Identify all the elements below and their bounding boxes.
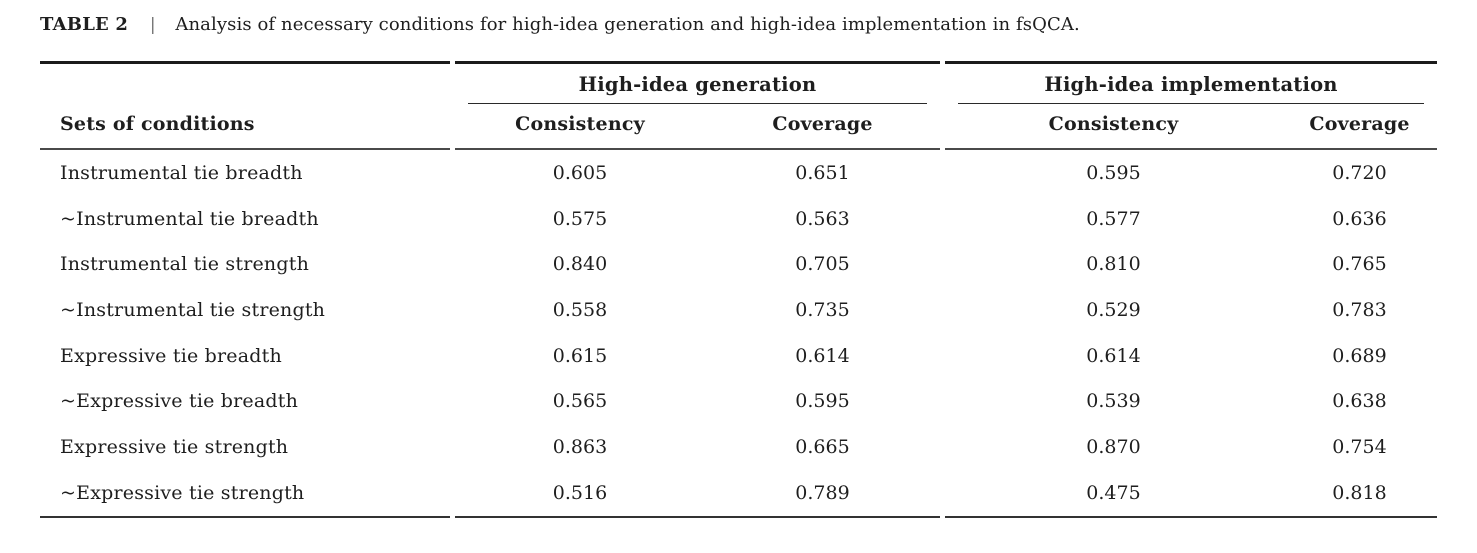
impl-consistency-value: 0.595	[1086, 161, 1141, 184]
gen-coverage-value: 0.651	[795, 161, 850, 184]
condition-cell: Expressive tie breadth	[60, 344, 282, 367]
gen-consistency-value: 0.615	[552, 344, 608, 367]
table-row: ~Expressive tie breadth 0.565 0.595 0.53…	[40, 378, 1437, 424]
gen-consistency-value: 0.565	[552, 390, 608, 413]
group-header-label: High-idea implementation	[958, 64, 1425, 104]
impl-consistency-value: 0.810	[1086, 253, 1141, 276]
impl-coverage-value: 0.765	[1332, 253, 1387, 276]
condition-cell: Instrumental tie strength	[60, 253, 310, 276]
impl-consistency-value: 0.475	[945, 469, 1282, 518]
column-header-impl-consistency: Consistency	[945, 104, 1282, 150]
gen-coverage-value: 0.665	[795, 435, 850, 458]
stub-header-sets-of-conditions: Sets of conditions	[40, 61, 450, 150]
gen-coverage-value: 0.735	[795, 298, 850, 321]
impl-consistency-value: 0.577	[1086, 207, 1141, 230]
group-header-high-idea-implementation: High-idea implementation	[945, 61, 1438, 104]
gen-coverage-value: 0.789	[705, 469, 940, 518]
impl-coverage-value: 0.638	[1332, 390, 1387, 413]
impl-coverage-value: 0.720	[1332, 161, 1387, 184]
gen-consistency-value: 0.558	[552, 298, 608, 321]
gen-consistency-value: 0.575	[552, 207, 608, 230]
table-row: ~Instrumental tie strength 0.558 0.735 0…	[40, 287, 1437, 333]
necessary-conditions-table: Sets of conditions High-idea generation …	[40, 61, 1438, 518]
gen-consistency-value: 0.840	[552, 253, 608, 276]
impl-coverage-value: 0.636	[1332, 207, 1387, 230]
column-header-gen-consistency: Consistency	[455, 104, 705, 150]
condition-cell: ~Instrumental tie strength	[60, 298, 326, 321]
impl-coverage-value: 0.689	[1332, 344, 1387, 367]
gen-coverage-value: 0.595	[795, 390, 850, 413]
caption-text: Analysis of necessary conditions for hig…	[175, 14, 1080, 35]
impl-consistency-value: 0.870	[1086, 435, 1141, 458]
group-header-high-idea-generation: High-idea generation	[455, 61, 940, 104]
gen-coverage-value: 0.563	[795, 207, 850, 230]
column-header-impl-coverage: Coverage	[1282, 104, 1438, 150]
condition-cell: ~Expressive tie breadth	[60, 390, 299, 413]
condition-cell: ~Expressive tie strength	[40, 469, 450, 518]
table-row: ~Instrumental tie breadth 0.575 0.563 0.…	[40, 196, 1437, 242]
group-header-label: High-idea generation	[468, 64, 927, 104]
table-row: Instrumental tie strength 0.840 0.705 0.…	[40, 241, 1437, 287]
column-header-row: Consistency Coverage Consistency Coverag…	[40, 104, 1438, 150]
paper-page: TABLE 2 | Analysis of necessary conditio…	[40, 12, 1438, 518]
condition-cell: Instrumental tie breadth	[60, 161, 303, 184]
impl-coverage-value: 0.818	[1282, 469, 1438, 518]
table-caption: TABLE 2 | Analysis of necessary conditio…	[40, 12, 1437, 38]
gen-consistency-value: 0.863	[552, 435, 608, 458]
impl-consistency-value: 0.614	[1086, 344, 1141, 367]
condition-cell: Expressive tie strength	[60, 435, 289, 458]
column-header-gen-coverage: Coverage	[705, 104, 940, 150]
gen-consistency-value: 0.605	[552, 161, 608, 184]
impl-coverage-value: 0.754	[1332, 435, 1387, 458]
gen-consistency-value: 0.516	[455, 469, 705, 518]
table-row: ~Expressive tie strength 0.516 0.789 0.4…	[40, 469, 1438, 518]
group-header-row: Sets of conditions High-idea generation …	[40, 61, 1438, 150]
impl-consistency-value: 0.529	[1086, 298, 1141, 321]
impl-coverage-value: 0.783	[1332, 298, 1387, 321]
caption-divider-bar: |	[149, 15, 156, 35]
impl-consistency-value: 0.539	[1086, 390, 1141, 413]
condition-cell: ~Instrumental tie breadth	[60, 207, 319, 230]
table-row: Instrumental tie breadth 0.605 0.651 0.5…	[40, 149, 1437, 196]
table-row: Expressive tie breadth 0.615 0.614 0.614…	[40, 333, 1437, 379]
table-number-label: TABLE 2	[40, 14, 129, 35]
table-row: Expressive tie strength 0.863 0.665 0.87…	[40, 424, 1437, 470]
gen-coverage-value: 0.614	[795, 344, 850, 367]
gen-coverage-value: 0.705	[795, 253, 850, 276]
